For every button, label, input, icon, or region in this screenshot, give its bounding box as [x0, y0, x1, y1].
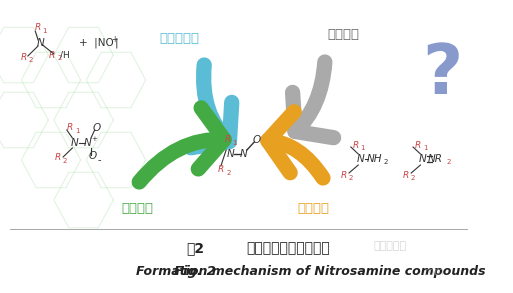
Text: R: R — [54, 154, 61, 163]
Text: R: R — [49, 50, 55, 59]
Text: 2: 2 — [384, 159, 388, 165]
Text: 2: 2 — [411, 175, 415, 181]
Text: 2: 2 — [63, 158, 67, 164]
Text: R: R — [218, 166, 224, 175]
Text: R: R — [225, 135, 231, 144]
Text: Formation mechanism of Nitrosamine compounds: Formation mechanism of Nitrosamine compo… — [136, 265, 486, 279]
Text: O: O — [252, 135, 260, 145]
Text: 亚硝胺化合物形成机理: 亚硝胺化合物形成机理 — [246, 241, 329, 255]
Text: 氧化反应: 氧化反应 — [298, 202, 330, 214]
Text: Fig. 2: Fig. 2 — [174, 265, 216, 279]
Text: +: + — [91, 136, 96, 142]
Text: R: R — [340, 171, 347, 180]
Text: -: - — [97, 155, 101, 165]
Text: 2: 2 — [349, 175, 353, 181]
Text: NR: NR — [428, 154, 443, 164]
Text: +: + — [111, 35, 118, 45]
Text: N: N — [37, 38, 45, 48]
Text: R: R — [352, 141, 359, 149]
Text: 1: 1 — [75, 128, 80, 134]
Text: 嘉峪检测网: 嘉峪检测网 — [373, 241, 406, 251]
Text: 其他反应: 其他反应 — [327, 28, 360, 42]
Text: O: O — [89, 151, 97, 161]
Text: /H: /H — [61, 50, 70, 59]
Text: R: R — [67, 124, 73, 132]
Text: |: | — [115, 38, 119, 48]
Text: 2: 2 — [446, 159, 450, 165]
Text: N: N — [226, 149, 234, 159]
Text: R: R — [415, 141, 421, 149]
Text: N: N — [239, 149, 247, 159]
Text: N: N — [70, 138, 78, 148]
Text: 2: 2 — [57, 55, 62, 61]
Text: 1: 1 — [361, 145, 365, 151]
Text: O: O — [92, 123, 101, 133]
Text: com: com — [424, 267, 445, 277]
Text: R: R — [403, 171, 409, 180]
Text: 2: 2 — [29, 57, 33, 63]
Text: R: R — [34, 23, 41, 33]
Text: 图2: 图2 — [186, 241, 204, 255]
Text: N: N — [356, 154, 364, 164]
Text: R: R — [21, 52, 27, 62]
Text: 1: 1 — [423, 145, 427, 151]
Text: N: N — [84, 138, 91, 148]
Text: 1: 1 — [43, 28, 47, 34]
Text: 2: 2 — [226, 170, 230, 176]
Text: 1: 1 — [232, 140, 237, 146]
Text: 还原反应: 还原反应 — [122, 202, 153, 214]
Text: ?: ? — [423, 42, 463, 108]
Text: 亚硝化反应: 亚硝化反应 — [159, 32, 199, 45]
Text: NH: NH — [366, 154, 382, 164]
Text: +  |NO: + |NO — [79, 38, 114, 48]
Text: N: N — [419, 154, 426, 164]
